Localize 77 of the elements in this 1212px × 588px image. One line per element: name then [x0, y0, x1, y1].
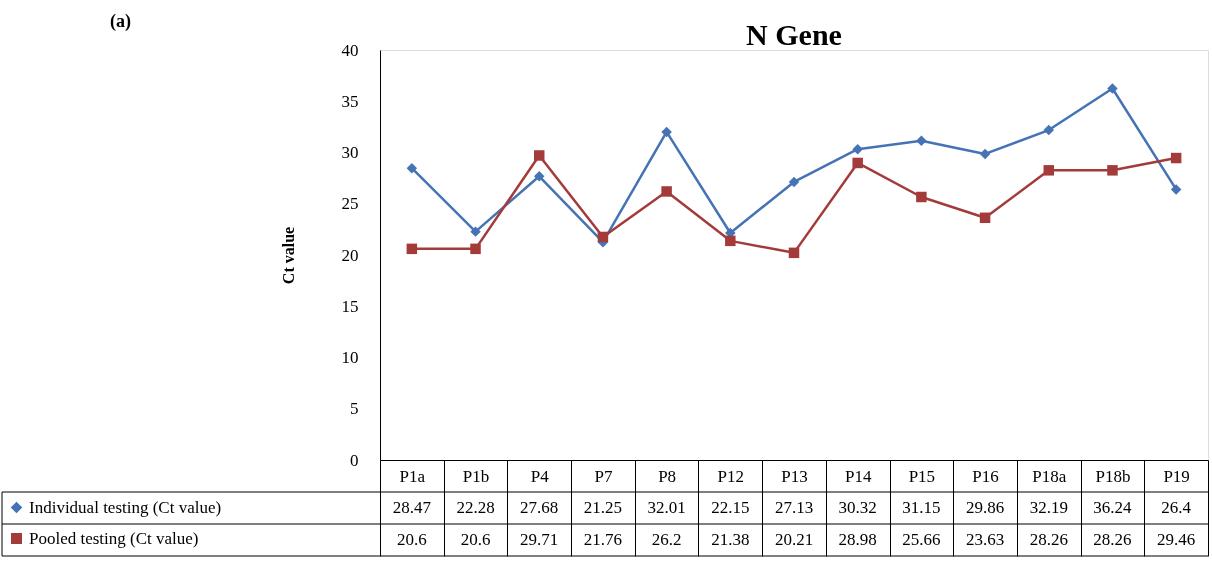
- x-tick-label: P8: [658, 466, 677, 486]
- point: [852, 157, 863, 169]
- data-label: 20.21: [774, 530, 814, 549]
- data-label: 28.47: [392, 498, 432, 517]
- point: [979, 148, 991, 160]
- y-tick-label: 5: [350, 399, 359, 419]
- point: [1170, 152, 1182, 164]
- x-tick-label: P13: [781, 466, 808, 486]
- data-label: 22.15: [711, 498, 750, 517]
- data-label: 21.25: [583, 498, 623, 517]
- y-axis-title: Ct value: [279, 226, 297, 285]
- data-label: 20.6: [396, 530, 427, 549]
- chart-title: N Gene: [746, 18, 842, 51]
- data-label: 27.13: [774, 498, 814, 517]
- point: [533, 150, 545, 161]
- data-label: 31.15: [902, 498, 941, 517]
- text: (a): [110, 11, 131, 32]
- point: [406, 162, 418, 174]
- data-label: 26.4: [1161, 498, 1192, 517]
- data-label: 20.6: [460, 530, 491, 549]
- data-label: 21.38: [711, 530, 750, 549]
- x-tick-label: P16: [972, 466, 999, 486]
- y-tick-label: 10: [341, 348, 359, 367]
- point: [406, 243, 418, 255]
- x-tick-label: P1b: [462, 466, 490, 486]
- y-tick-label: 40: [341, 40, 359, 60]
- data-label: 32.19: [1029, 498, 1068, 517]
- legend-label: Pooled testing (Ct value): [29, 528, 199, 548]
- data-label: 32.01: [647, 498, 686, 517]
- x-tick-label: P18b: [1095, 466, 1131, 486]
- point: [1107, 165, 1118, 176]
- y-tick-label: 30: [341, 143, 359, 162]
- data-label: 28.98: [838, 530, 877, 549]
- point: [788, 247, 800, 259]
- data-label: 21.76: [583, 530, 623, 549]
- x-tick-label: P4: [530, 466, 550, 486]
- data-label: 22.28: [456, 498, 495, 517]
- point: [725, 235, 736, 247]
- point: [788, 176, 800, 188]
- point: [916, 135, 927, 146]
- point: [470, 226, 481, 237]
- data-label: 28.26: [1093, 530, 1132, 549]
- x-tick-label: P15: [908, 466, 936, 486]
- point: [1170, 184, 1182, 195]
- data-label: 36.24: [1093, 498, 1133, 517]
- data-label: 29.46: [1157, 530, 1196, 549]
- point: [852, 143, 863, 155]
- legend-label: Individual testing (Ct value): [29, 497, 222, 517]
- point: [661, 126, 672, 138]
- data-label: 30.32: [838, 498, 877, 517]
- y-tick-label: 15: [341, 296, 359, 316]
- x-tick-label: P19: [1163, 466, 1190, 486]
- data-label: 26.2: [651, 530, 682, 549]
- data-label: 29.86: [965, 498, 1005, 517]
- point: [533, 171, 545, 182]
- point: [1043, 124, 1055, 136]
- x-tick-label: P7: [594, 466, 613, 486]
- point: [597, 231, 609, 243]
- point: [979, 212, 991, 224]
- data-label: 27.68: [520, 498, 559, 517]
- x-tick-label: P1a: [399, 466, 426, 486]
- y-tick-label: 25: [341, 194, 359, 214]
- data-label: 29.71: [520, 530, 559, 549]
- data-label: 23.63: [965, 530, 1005, 549]
- y-tick-label: 20: [341, 245, 359, 265]
- x-tick-label: P18a: [1032, 466, 1067, 486]
- point: [916, 191, 927, 203]
- point: [470, 243, 481, 255]
- data-label: 25.66: [902, 530, 941, 549]
- y-tick-label: 0: [350, 450, 359, 470]
- y-tick-label: 35: [341, 91, 359, 111]
- point: [1043, 165, 1055, 176]
- data-label: 28.26: [1029, 530, 1068, 549]
- point: [1107, 83, 1118, 94]
- x-tick-label: P12: [717, 466, 745, 486]
- x-tick-label: P14: [844, 466, 872, 486]
- point: [661, 186, 672, 197]
